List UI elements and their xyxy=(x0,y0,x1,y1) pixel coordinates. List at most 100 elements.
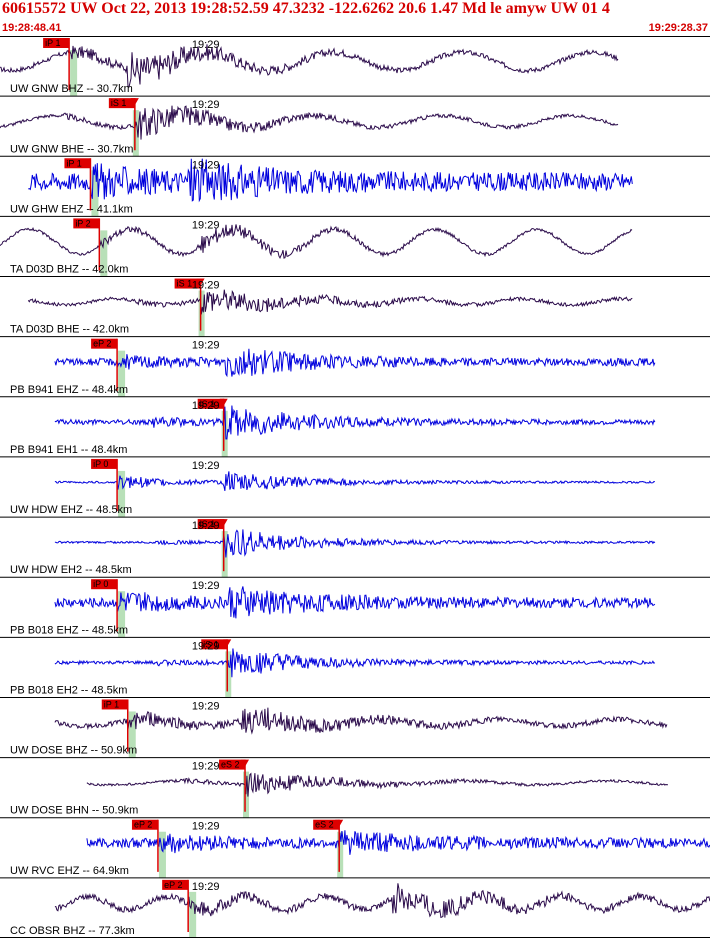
trace-13: eS 219:29 UW DOSE BHN -- 50.9km xyxy=(0,757,710,818)
trace-6: eP 2 19:29 PB B941 EHZ -- 48.4km xyxy=(0,336,710,397)
s-pick-flag xyxy=(313,819,340,830)
waveform xyxy=(54,883,710,919)
trace-1: iP 1 19:29 UW GNW BHZ -- 30.7km xyxy=(0,36,710,97)
trace-11: iS 119:29 PB B018 EH2 -- 48.5km xyxy=(0,636,710,698)
waveform xyxy=(54,529,656,558)
p-pick-label: eP 2 xyxy=(93,339,111,349)
time-tick-label: 19:29 xyxy=(192,99,220,111)
p-pick-window xyxy=(118,470,126,518)
s-pick-window xyxy=(337,831,344,878)
s-pick-window xyxy=(243,771,250,818)
s-pick-label: iS 1 xyxy=(200,519,216,529)
time-tick-label: 19:29 xyxy=(192,280,220,292)
channel-label: PB B941 EH1 -- 48.4km xyxy=(10,444,127,456)
time-tick-label: 19:29 xyxy=(192,821,220,833)
p-pick-flag xyxy=(43,38,70,48)
end-time-label: 19:29:28.37 xyxy=(648,22,708,34)
s-pick-label: iS 1 xyxy=(177,279,193,289)
start-time-label: 19:28:48.41 xyxy=(2,22,62,34)
p-pick-label: iP 1 xyxy=(45,38,60,48)
waveform xyxy=(54,405,656,440)
channel-label: UW RVC EHZ -- 64.9km xyxy=(10,865,129,877)
time-tick-label: 19:29 xyxy=(192,159,220,171)
trace-12: iP 1 19:29 UW DOSE BHZ -- 50.9km xyxy=(0,696,710,758)
s-pick-flag xyxy=(219,759,246,770)
trace-10: iP 0 19:29 PB B018 EHZ -- 48.5km xyxy=(0,576,710,638)
time-tick-label: 19:29 xyxy=(192,580,220,592)
trace-9: iS 119:29 UW HDW EH2 -- 48.5km xyxy=(0,516,710,578)
channel-label: CC OBSR BHZ -- 77.3km xyxy=(10,925,135,937)
s-pick-flag xyxy=(197,398,224,409)
p-pick-window xyxy=(100,230,108,277)
time-tick-label: 19:29 xyxy=(192,520,220,532)
s-pick-label: iS 1 xyxy=(203,639,219,649)
waveform xyxy=(54,586,656,619)
p-pick-flag xyxy=(162,879,189,890)
p-pick-label: iP 2 xyxy=(75,218,90,228)
p-pick-window xyxy=(118,350,126,397)
s-pick-label: eS 2 xyxy=(315,820,334,830)
trace-5: iS 1 19:29 TA D03D BHE -- 42.0km xyxy=(0,276,710,337)
s-pick-arrow xyxy=(219,519,228,527)
p-pick-label: iP 1 xyxy=(66,158,81,168)
s-pick-window xyxy=(132,110,139,157)
s-pick-label: iS 1 xyxy=(200,399,216,409)
waveform xyxy=(0,224,633,260)
p-pick-flag xyxy=(101,699,128,710)
channel-label: UW HDW EH2 -- 48.5km xyxy=(10,564,132,576)
p-pick-label: iP 0 xyxy=(93,459,108,469)
p-pick-label: eP 2 xyxy=(134,820,152,830)
s-pick-flag xyxy=(197,519,224,530)
channel-label: PB B018 EHZ -- 48.5km xyxy=(10,624,128,636)
waveform xyxy=(0,44,619,88)
channel-label: PB B941 EHZ -- 48.4km xyxy=(10,384,128,396)
waveform xyxy=(54,707,668,735)
time-tick-label: 19:29 xyxy=(192,460,220,472)
p-pick-window xyxy=(70,50,78,97)
waveform xyxy=(54,648,656,678)
waveform xyxy=(27,289,633,315)
p-pick-label: iP 0 xyxy=(93,579,108,589)
time-tick-label: 19:29 xyxy=(192,761,220,773)
channel-label: TA D03D BHZ -- 42.0km xyxy=(10,264,128,276)
time-tick-label: 19:29 xyxy=(192,219,220,231)
channel-label: UW GHW EHZ -- 41.1km xyxy=(10,203,133,215)
s-pick-arrow xyxy=(223,639,232,647)
trace-14: eP 2 eS 2 19:29 UW RVC EHZ -- 64.9km xyxy=(0,817,710,878)
time-tick-label: 19:29 xyxy=(192,400,220,412)
trace-2: iS 1 19:29 UW GNW BHE -- 30.7km xyxy=(0,95,710,157)
p-pick-flag xyxy=(64,158,91,169)
waveform xyxy=(28,158,633,203)
channel-label: UW GNW BHZ -- 30.7km xyxy=(10,83,133,95)
s-pick-flag xyxy=(174,278,201,289)
trace-15: eP 2 19:29 CC OBSR BHZ -- 77.3km xyxy=(0,877,710,938)
s-pick-arrow xyxy=(335,819,344,827)
p-pick-flag xyxy=(91,579,118,590)
waveform xyxy=(0,105,619,140)
s-pick-arrow xyxy=(130,98,139,106)
s-pick-window xyxy=(221,410,228,457)
channel-label: TA D03D BHE -- 42.0km xyxy=(10,324,129,336)
trace-7: iS 119:29 PB B941 EH1 -- 48.4km xyxy=(0,396,710,457)
s-pick-arrow xyxy=(196,278,205,286)
p-pick-window xyxy=(91,170,99,217)
channel-label: UW DOSE BHN -- 50.9km xyxy=(10,805,138,817)
s-pick-arrow xyxy=(219,398,228,406)
p-pick-window xyxy=(158,831,166,878)
time-tick-label: 19:29 xyxy=(192,39,220,51)
p-pick-label: eP 2 xyxy=(164,880,182,890)
p-pick-window xyxy=(128,711,136,758)
trace-8: iP 0 19:29 UW HDW EHZ -- 48.5km xyxy=(0,456,710,518)
p-pick-flag xyxy=(91,458,118,469)
waveform xyxy=(86,772,668,797)
channel-label: UW DOSE BHZ -- 50.9km xyxy=(10,745,137,757)
channel-label: UW HDW EHZ -- 48.5km xyxy=(10,504,132,516)
waveform xyxy=(54,471,655,492)
s-pick-flag xyxy=(201,639,228,650)
s-pick-window xyxy=(221,531,228,578)
trace-3: iP 1 19:29 UW GHW EHZ -- 41.1km xyxy=(0,155,710,217)
s-pick-label: iS 1 xyxy=(111,98,127,108)
time-tick-label: 19:29 xyxy=(192,700,220,712)
s-pick-arrow xyxy=(241,759,250,767)
p-pick-flag xyxy=(91,338,118,349)
